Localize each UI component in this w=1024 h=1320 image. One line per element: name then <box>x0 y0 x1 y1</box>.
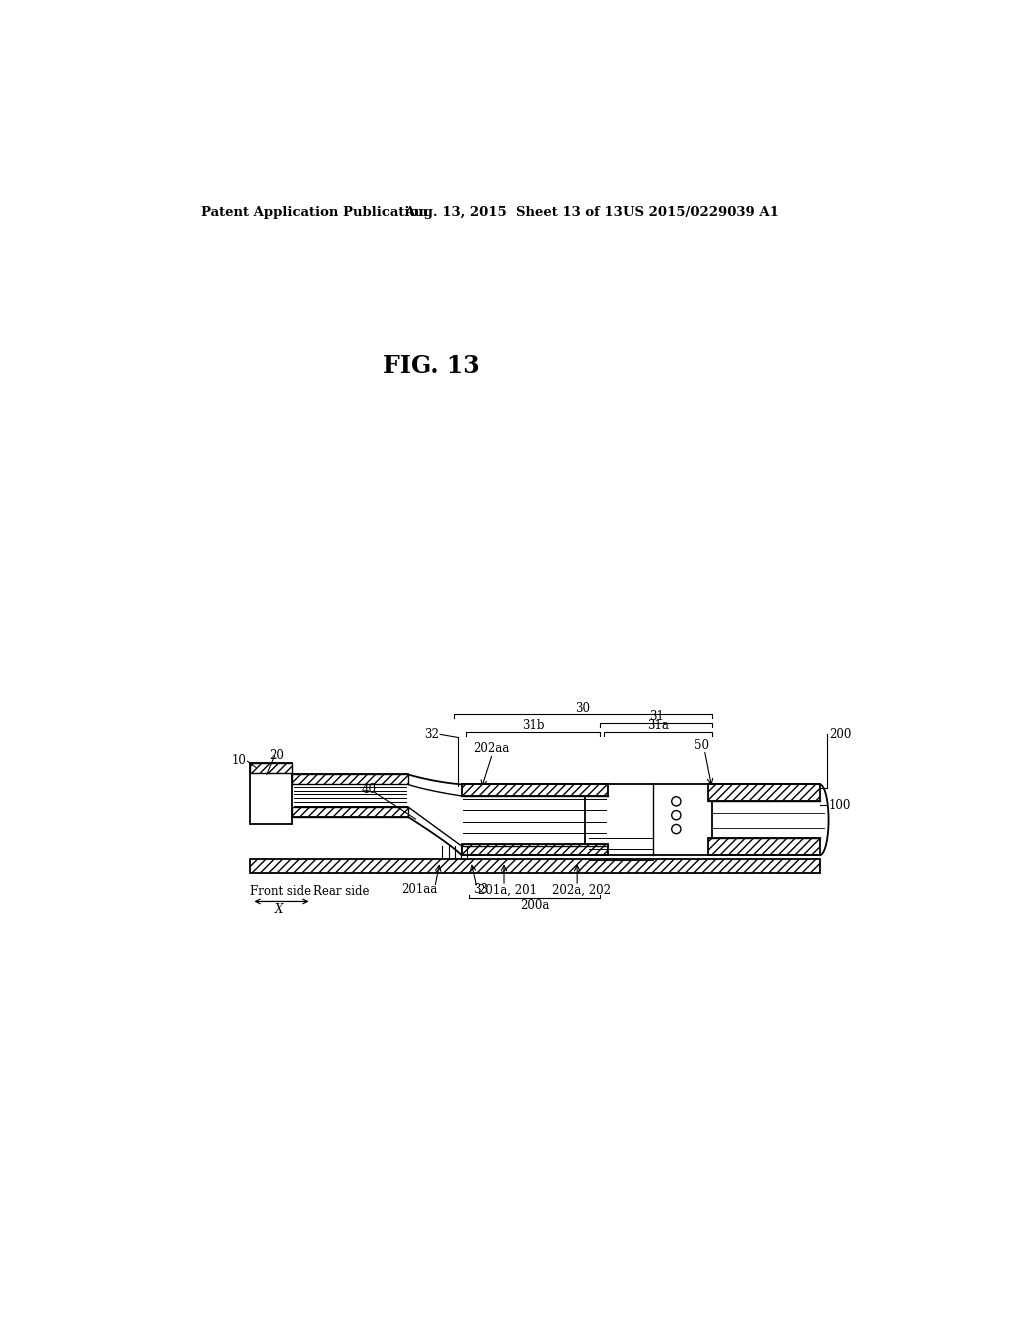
Bar <box>708 838 819 855</box>
Bar <box>585 784 712 855</box>
Text: 202a, 202: 202a, 202 <box>552 883 610 896</box>
Text: 20: 20 <box>269 748 284 762</box>
Text: 32: 32 <box>424 727 438 741</box>
Bar <box>250 763 292 825</box>
Text: 202aa: 202aa <box>473 742 510 755</box>
Bar <box>708 784 819 801</box>
Text: 201aa: 201aa <box>401 883 437 896</box>
Text: 33: 33 <box>473 883 488 896</box>
Text: 50: 50 <box>694 739 710 751</box>
Bar <box>292 807 408 817</box>
Text: 40: 40 <box>361 783 377 796</box>
Text: 201a, 201: 201a, 201 <box>478 883 538 896</box>
Text: FIG. 13: FIG. 13 <box>383 354 479 379</box>
Bar <box>462 784 608 796</box>
Text: Patent Application Publication: Patent Application Publication <box>202 206 428 219</box>
Text: 31a: 31a <box>647 719 669 733</box>
Bar <box>250 859 819 873</box>
Text: 200a: 200a <box>520 899 550 912</box>
Text: 31: 31 <box>648 710 664 723</box>
Text: Front side: Front side <box>250 884 311 898</box>
Text: 200: 200 <box>829 727 851 741</box>
Text: 10: 10 <box>231 754 246 767</box>
Bar <box>462 843 608 855</box>
Text: X: X <box>275 903 284 916</box>
Bar <box>292 775 408 784</box>
Text: US 2015/0229039 A1: US 2015/0229039 A1 <box>624 206 779 219</box>
Bar <box>250 763 292 774</box>
Text: 30: 30 <box>575 702 591 714</box>
Text: 31b: 31b <box>521 719 544 733</box>
Text: Rear side: Rear side <box>313 884 370 898</box>
Text: 100: 100 <box>829 799 851 812</box>
Text: Aug. 13, 2015  Sheet 13 of 13: Aug. 13, 2015 Sheet 13 of 13 <box>403 206 623 219</box>
